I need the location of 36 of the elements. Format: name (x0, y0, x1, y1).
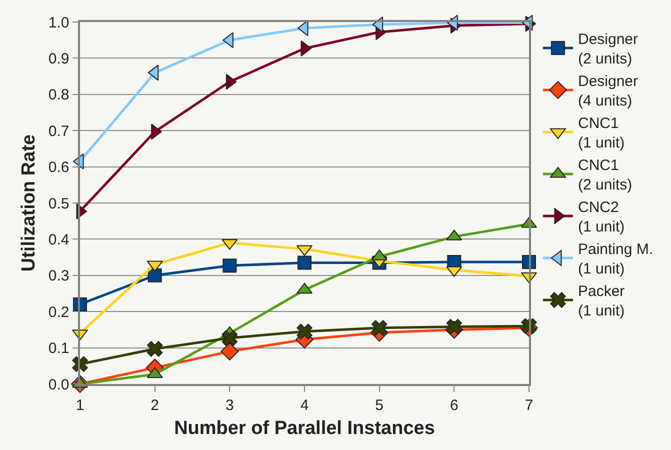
legend-label: Packer (1 unit) (578, 283, 625, 320)
x-tick-label: 7 (524, 396, 534, 414)
y-tick-label: 0.8 (48, 86, 70, 104)
y-tick-label: 0.3 (48, 268, 70, 285)
y-tick-label: 1.0 (48, 14, 70, 32)
point (222, 330, 238, 346)
legend-label: CNC2 (1 unit) (578, 199, 625, 236)
legend-label: CNC1 (2 units) (578, 157, 632, 194)
point (146, 341, 163, 357)
x-tick-label: 4 (300, 396, 309, 414)
y-tick-label: 0.5 (48, 195, 70, 212)
x-axis-title: Number of Parallel Instances (174, 418, 435, 440)
point (446, 318, 462, 335)
legend-label: CNC1 (1 unit) (578, 115, 625, 152)
y-tick-label: 0.7 (48, 122, 70, 140)
legend-label: Designer (2 units) (578, 31, 638, 68)
point (296, 324, 312, 340)
x-tick-label: 1 (76, 396, 84, 414)
y-tick-label: 0.9 (48, 50, 70, 68)
x-tick-label: 3 (226, 396, 234, 414)
y-tick-label: 0.6 (48, 159, 70, 176)
point (222, 258, 237, 273)
x-tick-label: 2 (150, 396, 159, 414)
y-tick-label: 0.0 (48, 376, 70, 394)
y-axis-title: Utilization Rate (18, 134, 40, 272)
point (298, 256, 312, 270)
point (148, 268, 162, 282)
point (371, 320, 388, 336)
x-tick-label: 5 (375, 396, 384, 414)
y-tick-label: 0.4 (48, 231, 70, 248)
legend-label: Designer (4 units) (578, 73, 638, 110)
point (220, 342, 239, 360)
y-tick-label: 0.2 (48, 304, 70, 321)
x-tick-label: 6 (450, 396, 458, 414)
y-tick-label: 0.1 (48, 340, 70, 358)
legend-label: Painting M. (1 unit) (578, 241, 654, 278)
